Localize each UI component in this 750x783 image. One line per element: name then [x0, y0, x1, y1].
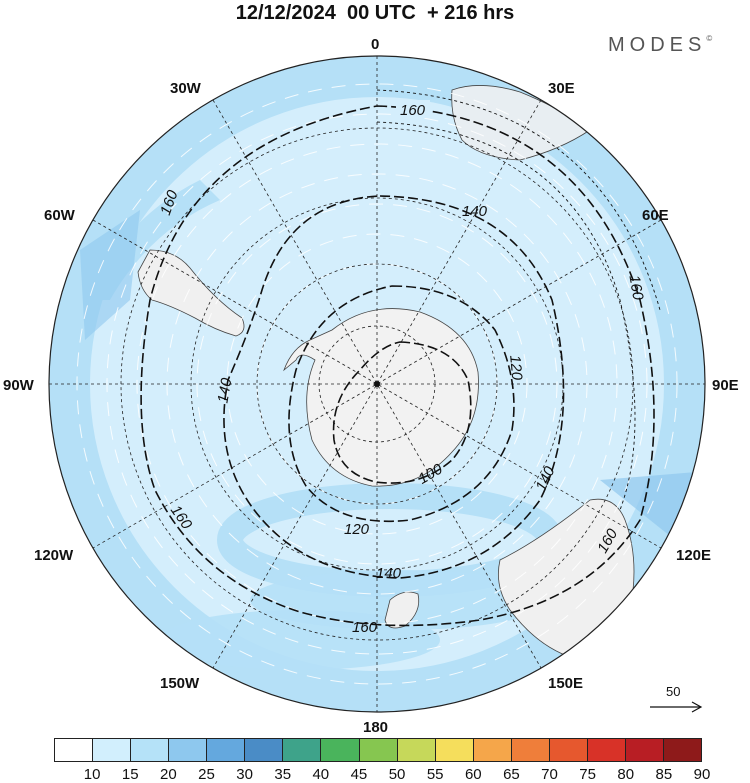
contour-140	[223, 195, 565, 579]
lon-label-120w: 120W	[34, 547, 74, 564]
polar-stereographic-map: 160 160 160 160 160 160 140 140 140 140 …	[3, 36, 739, 736]
colorbar-tick-label: 15	[121, 766, 139, 783]
colorbar-tick-label: 80	[617, 766, 635, 783]
colorbar-tick-label: 40	[312, 766, 330, 783]
colorbar-swatch	[321, 739, 360, 761]
map-boundary	[48, 55, 706, 713]
colorbar-swatch	[587, 739, 626, 761]
strong-wind-west	[80, 210, 140, 340]
lon-label-30w: 30W	[170, 80, 202, 97]
colorbar-swatch	[93, 739, 132, 761]
colorbar-swatch	[55, 739, 94, 761]
lon-label-90w: 90W	[3, 377, 35, 394]
colorbar-tick-label: 85	[655, 766, 673, 783]
lon-label-150w: 150W	[160, 675, 200, 692]
contour-160	[140, 105, 655, 627]
contour-label: 160	[352, 619, 378, 636]
colorbar-tick-label: 45	[350, 766, 368, 783]
colorbar-swatch	[473, 739, 512, 761]
colorbar-tick-label: 90	[693, 766, 711, 783]
wind-band-far-south	[160, 610, 440, 670]
contour-label: 140	[214, 376, 235, 404]
colorbar-tick-label: 60	[464, 766, 482, 783]
contour-100	[332, 341, 472, 484]
lon-label-60w: 60W	[44, 207, 76, 224]
colorbar-tick-label: 55	[426, 766, 444, 783]
colorbar-tick-label: 75	[579, 766, 596, 783]
colorbar-swatch	[511, 739, 550, 761]
colorbar-swatch	[664, 739, 702, 761]
antarctica	[283, 308, 479, 487]
colorbar-tick-label: 35	[274, 766, 292, 783]
colorbar-swatch	[549, 739, 588, 761]
colorbar-swatch	[207, 739, 246, 761]
lon-label-180: 180	[363, 719, 388, 736]
colorbar	[54, 738, 702, 762]
colorbar-tick-label: 20	[160, 766, 177, 783]
map-title: 12/12/2024 00 UTC + 216 hrs	[235, 2, 515, 24]
colorbar-swatch	[435, 739, 474, 761]
south-pole-marker	[374, 381, 380, 387]
lon-label-60e: 60E	[642, 207, 669, 224]
contour-label: 140	[376, 565, 402, 582]
colorbar-tick-label: 30	[236, 766, 253, 783]
contour-label: 120	[344, 521, 370, 538]
graticule	[49, 56, 705, 712]
contour-label: 160	[625, 274, 646, 302]
lon-label-0: 0	[371, 36, 379, 53]
colorbar-swatch	[169, 739, 208, 761]
colorbar-swatch	[131, 739, 170, 761]
colorbar-swatch	[283, 739, 322, 761]
lon-label-120e: 120E	[676, 547, 711, 564]
colorbar-ticks: 10 15 20 25 30 35 40 45 50 55 60 65 70 75 80 85 90	[54, 766, 711, 783]
contour-label: 120	[506, 354, 525, 381]
lon-label-150e: 150E	[548, 675, 583, 692]
arrow-right-icon	[650, 701, 703, 713]
colorbar-tick-label: 10	[83, 766, 101, 783]
colorbar-swatch	[245, 739, 284, 761]
colorbar-tick-label: 65	[503, 766, 520, 783]
colorbar-tick-label: 25	[198, 766, 215, 783]
contour-120	[288, 285, 515, 523]
reference-vector: 50	[648, 684, 708, 724]
contour-label: 140	[462, 203, 488, 220]
secondary-contours	[376, 89, 661, 511]
brand-text: MODES	[608, 34, 707, 56]
colorbar-tick-label: 50	[388, 766, 406, 783]
height-contours	[140, 105, 655, 627]
colorbar-swatch	[359, 739, 398, 761]
colorbar-tick-label: 70	[541, 766, 558, 783]
new-zealand	[384, 591, 420, 629]
contour-label: 160	[400, 102, 426, 119]
reference-vector-label: 50	[666, 684, 681, 699]
copyright-mark: ©	[706, 34, 713, 43]
modes-logo: MODES©	[608, 34, 712, 57]
colorbar-swatch	[397, 739, 436, 761]
lon-label-30e: 30E	[548, 80, 575, 97]
lon-label-90e: 90E	[712, 377, 739, 394]
colorbar-swatch	[625, 739, 664, 761]
